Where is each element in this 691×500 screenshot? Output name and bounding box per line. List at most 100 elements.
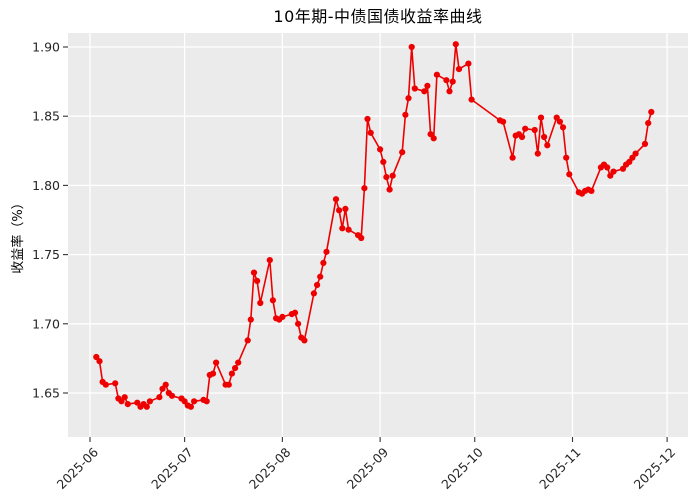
data-point-marker [500,118,507,125]
data-point-marker [641,140,649,147]
data-point-marker [531,126,538,134]
data-point-marker [537,114,545,121]
data-point-marker [250,269,258,276]
data-point-marker [191,398,198,405]
y-tick-label: 1.70 [32,316,60,331]
data-point-marker [336,207,343,214]
y-tick-label: 1.80 [32,178,60,193]
data-point-marker [320,259,327,266]
data-point-marker [162,381,169,388]
data-point-marker [361,185,368,192]
data-point-marker [364,115,371,123]
data-point-marker [544,142,551,149]
data-point-marker [121,394,128,401]
data-point-marker [228,370,235,377]
data-point-marker [279,313,286,320]
data-point-marker [332,196,340,203]
y-axis-title: 收益率（%） [11,196,26,274]
data-point-marker [181,398,188,405]
data-point-marker [534,150,541,157]
data-point-marker [232,365,239,372]
data-point-marker [266,257,273,264]
y-tick-label: 1.85 [32,109,60,124]
data-point-marker [377,146,384,153]
data-point-marker [522,125,529,132]
x-tick-label: 2025-08 [246,444,294,492]
data-point-marker [446,88,453,95]
data-point-marker [247,316,254,323]
data-point-marker [518,133,526,141]
data-point-marker [541,133,548,141]
data-point-marker [465,60,472,67]
data-point-marker [566,171,573,178]
data-point-marker [556,118,564,125]
data-point-marker [323,248,330,255]
data-point-marker [449,78,456,85]
data-point-marker [291,309,299,316]
x-tick-label: 2025-10 [438,444,486,492]
data-point-marker [383,174,390,181]
data-point-marker [632,150,639,157]
data-point-marker [452,41,459,48]
x-tick-label: 2025-12 [631,445,679,493]
data-point-marker [112,380,119,387]
data-point-marker [399,149,406,156]
data-point-marker [339,225,346,232]
data-point-marker [314,281,321,289]
data-point-marker [93,353,100,361]
data-point-marker [96,358,103,365]
data-point-marker [269,297,276,304]
data-point-marker [559,124,567,131]
data-point-marker [430,135,437,142]
data-point-marker [213,359,220,366]
data-point-marker [143,403,150,410]
data-point-marker [367,129,374,136]
data-point-marker [295,320,302,327]
data-point-marker [648,108,655,116]
plot-area [68,33,688,437]
data-point-marker [433,71,440,78]
data-point-marker [468,96,475,103]
data-point-marker [455,66,463,73]
chart-title: 10年期-中债国债收益率曲线 [273,7,483,26]
y-tick-label: 1.75 [32,247,60,262]
data-point-marker [317,273,324,280]
data-point-marker [563,154,570,161]
data-point-marker [588,187,595,194]
data-point-marker [225,381,232,388]
data-point-marker [244,337,251,344]
data-point-marker [257,299,264,307]
data-point-marker [209,370,217,377]
x-tick-label: 2025-07 [148,445,196,493]
data-point-marker [358,234,365,242]
data-point-marker [509,154,516,161]
data-point-marker [146,398,153,405]
data-point-marker [443,77,450,84]
data-point-marker [254,277,261,284]
data-point-marker [168,392,176,399]
data-point-marker [645,120,652,127]
data-point-marker [421,88,428,95]
data-point-marker [203,398,210,405]
data-point-marker [301,337,308,344]
data-point-marker [610,168,617,175]
data-point-marker [124,401,131,408]
data-point-marker [604,164,611,171]
data-point-marker [235,359,242,366]
x-tick-label: 2025-06 [54,444,102,492]
data-point-marker [411,85,418,92]
data-point-marker [405,95,412,102]
data-point-marker [187,403,194,410]
data-point-marker [102,381,109,388]
x-tick-label: 2025-11 [536,445,584,493]
data-point-marker [402,111,409,118]
x-tick-label: 2025-09 [344,444,392,492]
data-point-marker [156,394,163,401]
y-tick-label: 1.90 [32,40,60,55]
data-point-marker [408,43,415,51]
data-point-marker [389,172,396,179]
data-point-marker [380,158,387,165]
data-point-marker [424,82,431,89]
